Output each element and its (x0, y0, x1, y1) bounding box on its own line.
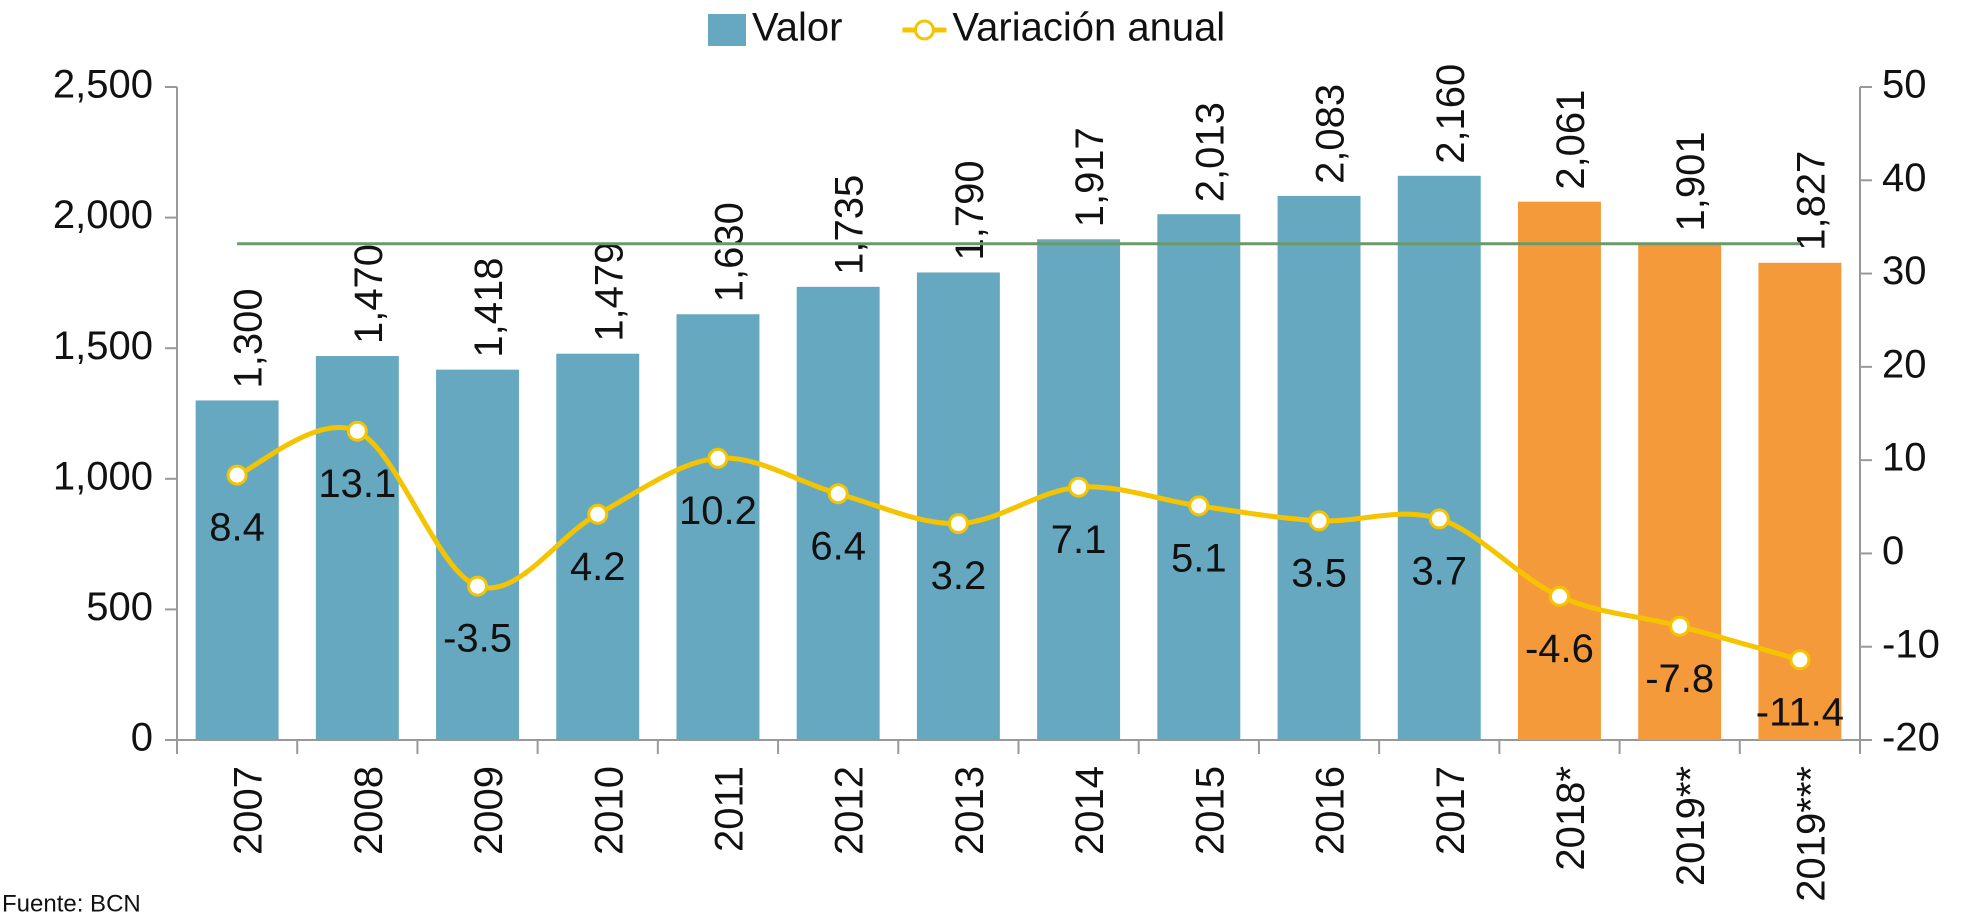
x-tick-label: 2017 (1429, 766, 1473, 855)
bar (1157, 214, 1241, 740)
y-tick-label: 0 (131, 716, 153, 760)
bar-value-label: 1,630 (708, 202, 752, 302)
bar-value-label: 1,827 (1789, 151, 1833, 251)
line-point (1789, 649, 1811, 671)
source-note: Fuente: BCN (2, 890, 141, 915)
x-tick-label: 2015 (1188, 766, 1232, 855)
x-tick-label: 2008 (347, 766, 391, 855)
x-tick-label: 2011 (708, 766, 752, 852)
bar (556, 353, 640, 740)
line-value-label: 7.1 (1051, 518, 1107, 562)
x-tick-label: 2016 (1309, 766, 1353, 855)
y2-tick-label: 10 (1882, 436, 1927, 480)
legend-label: Valor (752, 6, 842, 50)
y-tick-label: 500 (86, 585, 153, 629)
legend-label: Variación anual (952, 6, 1225, 50)
y2-tick-label: -10 (1882, 622, 1940, 666)
bar-value-label: 2,061 (1549, 90, 1593, 190)
x-tick-label: 2014 (1068, 766, 1112, 855)
bar-value-label: 1,470 (347, 244, 391, 344)
line-value-label: 4.2 (570, 545, 626, 589)
bar (195, 400, 279, 740)
bar (916, 272, 1000, 740)
legend-swatch (708, 14, 746, 46)
line-value-label: 6.4 (810, 524, 866, 568)
line-value-label: 5.1 (1171, 536, 1227, 580)
x-tick-label: 2019*** (1789, 766, 1833, 902)
line-point (1428, 508, 1450, 530)
x-tick-label: 2013 (948, 766, 992, 855)
line-value-label: 10.2 (679, 489, 757, 533)
bar-value-label: 1,735 (828, 175, 872, 275)
line-point (1548, 585, 1570, 607)
y-tick-label: 2,500 (53, 63, 153, 107)
line-value-label: -7.8 (1645, 657, 1714, 701)
y2-tick-label: 0 (1882, 529, 1904, 573)
line-point (467, 575, 489, 597)
bar-value-label: 2,083 (1309, 84, 1353, 184)
line-point (1188, 495, 1210, 517)
y2-tick-label: 30 (1882, 249, 1927, 293)
bar (796, 286, 880, 740)
line-value-label: 13.1 (318, 462, 396, 506)
bar-value-label: 1,790 (948, 160, 992, 260)
x-tick-label: 2009 (467, 766, 511, 855)
line-point (947, 513, 969, 535)
bar-value-label: 1,418 (467, 258, 511, 358)
x-tick-label: 2018* (1549, 766, 1593, 871)
line-value-label: -3.5 (443, 617, 512, 661)
line-point (707, 447, 729, 469)
y-tick-label: 2,000 (53, 193, 153, 237)
line-value-label: 3.2 (931, 554, 987, 598)
y2-tick-label: -20 (1882, 716, 1940, 760)
bar-value-label: 1,917 (1068, 127, 1112, 227)
bar-value-label: 2,013 (1188, 102, 1232, 202)
bar (1517, 201, 1601, 740)
line-point (226, 464, 248, 486)
bar-value-label: 2,160 (1429, 64, 1473, 164)
line-point (587, 503, 609, 525)
bar (676, 314, 760, 740)
bar (1397, 175, 1481, 741)
line-value-label: 3.5 (1291, 551, 1347, 595)
line-value-label: 8.4 (209, 506, 265, 550)
line-point (1308, 510, 1330, 532)
line-value-label: 3.7 (1411, 549, 1467, 593)
bar (436, 369, 520, 740)
line-point (1669, 615, 1691, 637)
x-tick-label: 2012 (828, 766, 872, 855)
y-tick-label: 1,500 (53, 324, 153, 368)
line-value-label: -11.4 (1756, 690, 1844, 734)
bar-value-label: 1,300 (227, 288, 271, 388)
line-value-label: -4.6 (1525, 627, 1594, 671)
bar (1277, 195, 1361, 740)
bar (1638, 243, 1722, 740)
legend-swatch (913, 19, 935, 41)
line-point (346, 420, 368, 442)
y-tick-label: 1,000 (53, 454, 153, 498)
x-tick-label: 2019** (1669, 766, 1713, 886)
bar-value-label: 1,901 (1669, 131, 1713, 231)
line-point (827, 483, 849, 505)
line-point (1068, 476, 1090, 498)
x-tick-label: 2007 (227, 766, 271, 855)
y2-tick-label: 20 (1882, 342, 1927, 386)
y2-tick-label: 50 (1882, 63, 1927, 107)
y2-tick-label: 40 (1882, 156, 1927, 200)
bar (315, 356, 399, 740)
x-tick-label: 2010 (587, 766, 631, 855)
bar-value-label: 1,479 (587, 242, 631, 342)
